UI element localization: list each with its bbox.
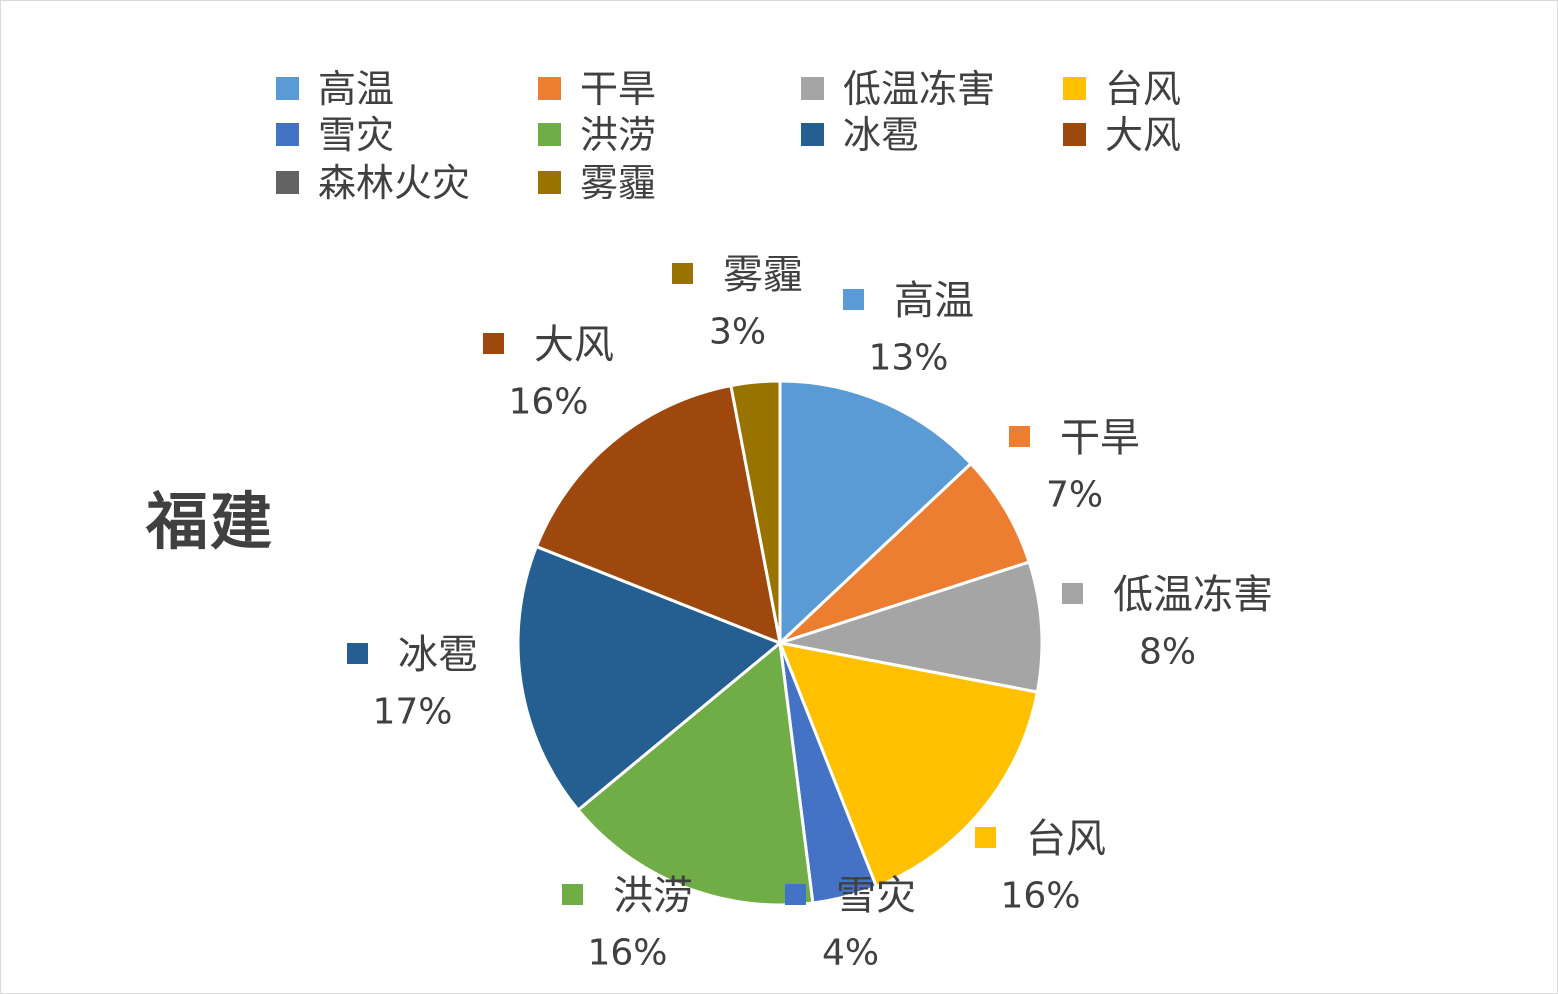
legend-item: 低温冻害 [801, 67, 995, 111]
data-label: 低温冻害 8% [1062, 572, 1273, 673]
legend-swatch [1063, 123, 1086, 146]
legend-item: 大风 [1063, 113, 1181, 157]
data-label-category: 台风 [1026, 816, 1106, 862]
legend-swatch [801, 77, 824, 100]
legend-label: 干旱 [580, 67, 656, 111]
data-labels: 高温 13% 干旱 7% 低温冻害 8% 台风 16% 雪灾 4% 洪涝 16% 冰雹 17% 大风 16% 雾… [347, 252, 1273, 974]
data-label-percent: 7% [1046, 475, 1103, 516]
data-label-category: 冰雹 [398, 632, 478, 678]
data-label-category: 高温 [894, 278, 974, 324]
legend-label: 低温冻害 [843, 67, 995, 111]
data-label-swatch [1009, 426, 1030, 447]
legend-swatch [276, 123, 299, 146]
data-label-category: 低温冻害 [1113, 572, 1273, 618]
data-label-percent: 13% [868, 338, 948, 379]
legend-label: 台风 [1105, 67, 1181, 111]
legend-item: 雪灾 [276, 113, 394, 157]
legend-label: 雾霾 [580, 161, 656, 205]
pie-slice [778, 379, 974, 647]
data-label: 雾霾 3% [672, 252, 803, 353]
data-label-category: 雾霾 [723, 252, 803, 298]
data-label-category: 干旱 [1060, 415, 1140, 461]
legend-label: 森林火灾 [318, 161, 470, 205]
data-label-percent: 16% [587, 933, 667, 974]
pie-slice [729, 379, 782, 644]
legend-item: 台风 [1063, 67, 1181, 111]
legend-swatch [538, 171, 561, 194]
legend-label: 冰雹 [843, 113, 919, 157]
data-label-percent: 16% [1000, 876, 1080, 917]
legend-swatch [538, 77, 561, 100]
data-label: 冰雹 17% [347, 632, 478, 733]
legend-swatch [801, 123, 824, 146]
data-label-percent: 3% [709, 312, 766, 353]
pie-slice [778, 461, 1032, 645]
chart-title: 福建 [146, 485, 275, 558]
data-label-category: 雪灾 [836, 873, 916, 919]
legend-label: 洪涝 [580, 113, 656, 157]
data-label: 高温 13% [843, 278, 974, 379]
data-label-percent: 17% [372, 692, 452, 733]
data-label-swatch [562, 884, 583, 905]
legend-swatch [276, 171, 299, 194]
pie-slice [779, 560, 1044, 694]
data-label: 干旱 7% [1009, 415, 1140, 516]
data-label: 洪涝 16% [562, 873, 693, 974]
data-label: 雪灾 4% [785, 873, 916, 974]
data-label-swatch [975, 827, 996, 848]
legend-label: 雪灾 [318, 113, 394, 157]
legend-item: 洪涝 [538, 113, 656, 157]
legend-swatch [1063, 77, 1086, 100]
legend-label: 高温 [318, 67, 394, 111]
pie-slice [516, 544, 783, 813]
data-label-swatch [1062, 583, 1083, 604]
legend-item: 雾霾 [538, 161, 656, 205]
data-label-percent: 8% [1139, 632, 1196, 673]
data-label-percent: 16% [508, 382, 588, 423]
data-label-percent: 4% [822, 933, 879, 974]
legend-label: 大风 [1105, 113, 1181, 157]
data-label-category: 大风 [534, 322, 614, 368]
data-label-swatch [843, 289, 864, 310]
data-label-swatch [785, 884, 806, 905]
pie-slice [777, 641, 1040, 889]
legend-item: 干旱 [538, 67, 656, 111]
pie-slice [534, 383, 782, 646]
data-label-swatch [483, 333, 504, 354]
data-label: 台风 16% [975, 816, 1106, 917]
legend-item: 森林火灾 [276, 161, 470, 205]
legend-item: 冰雹 [801, 113, 919, 157]
legend-swatch [276, 77, 299, 100]
legend-swatch [538, 123, 561, 146]
data-label: 大风 16% [483, 322, 614, 423]
pie-slices [516, 379, 1044, 907]
data-label-swatch [672, 263, 693, 284]
legend-item: 高温 [276, 67, 394, 111]
data-label-swatch [347, 643, 368, 664]
data-label-category: 洪涝 [613, 873, 693, 919]
